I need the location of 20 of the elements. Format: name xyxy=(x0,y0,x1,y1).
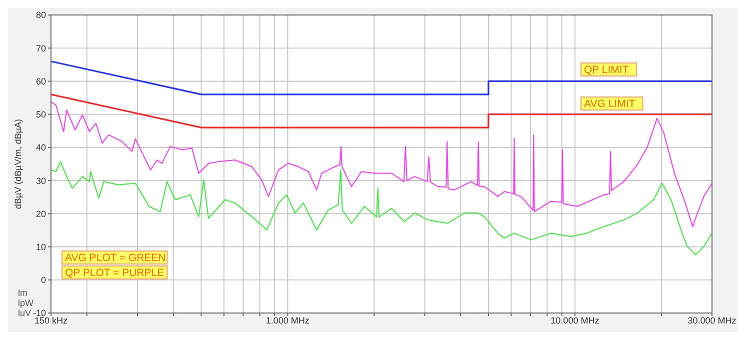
y-tick-label: 50 xyxy=(36,110,46,120)
x-tick-label: 10.000 MHz xyxy=(550,315,600,326)
y-tick-label: 70 xyxy=(36,43,46,54)
y-axis-title: dBµV (dBµV/m, dBµA) xyxy=(13,118,24,210)
annotation: QP PLOT = PURPLE xyxy=(65,267,164,279)
y-tick-label: 30 xyxy=(36,176,46,186)
text: luV xyxy=(18,308,32,318)
text: lm xyxy=(18,288,28,298)
x-tick-label: 1.000 MHz xyxy=(266,315,310,326)
y-tick-label: 80 xyxy=(36,10,46,20)
y-tick-label: 0 xyxy=(40,275,46,286)
y-tick-label: 60 xyxy=(36,76,46,86)
y-tick-label: 20 xyxy=(36,208,46,219)
y-tick-label: 40 xyxy=(36,142,46,153)
x-tick-label: 30.000 MHz xyxy=(688,315,737,326)
text: lpW xyxy=(18,298,34,308)
y-tick-label: 10 xyxy=(36,242,46,252)
annotation: AVG PLOT = GREEN xyxy=(65,252,166,264)
annotation: AVG LIMIT xyxy=(584,98,636,110)
annotation: QP LIMIT xyxy=(584,64,630,76)
